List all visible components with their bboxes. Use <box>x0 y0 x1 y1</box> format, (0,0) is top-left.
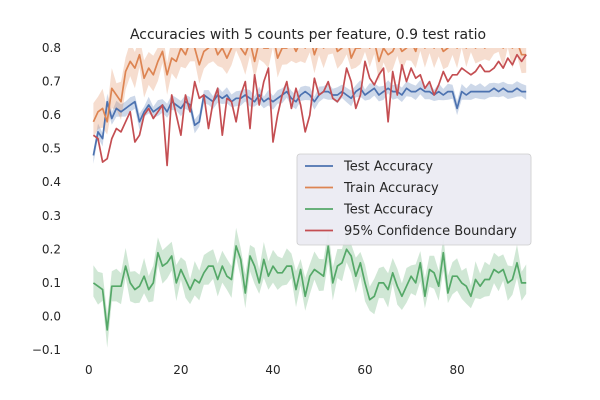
y-axis: −0.1 0.0 0.1 0.2 0.3 0.4 0.5 0.6 0.7 0.8 <box>32 41 61 357</box>
series-line-0 <box>92 87 527 156</box>
y-tick-label: 0.2 <box>42 242 61 256</box>
y-tick-label: 0.5 <box>42 142 61 156</box>
y-tick-label: −0.1 <box>32 343 61 357</box>
x-tick-label: 60 <box>357 363 372 377</box>
x-axis: 0 20 40 60 80 <box>85 363 465 377</box>
series-line-2 <box>92 245 527 331</box>
legend-label: 95% Confidence Boundary <box>344 224 517 239</box>
y-tick-label: 0.0 <box>42 309 61 323</box>
confidence-bands <box>93 48 527 348</box>
y-tick-label: 0.6 <box>42 108 61 122</box>
y-tick-label: 0.1 <box>42 276 61 290</box>
legend-frame <box>296 153 532 246</box>
confidence-band-0 <box>93 80 527 164</box>
confidence-band-1 <box>93 48 527 138</box>
legend-label: Test Accuracy <box>343 160 433 175</box>
legend-label: Train Accuracy <box>343 181 439 196</box>
plot-area <box>92 48 527 348</box>
y-tick-label: 0.7 <box>42 75 61 89</box>
confidence-band-2 <box>93 227 527 348</box>
x-tick-label: 40 <box>265 363 280 377</box>
y-tick-label: 0.4 <box>42 175 61 189</box>
legend: Test Accuracy Train Accuracy Test Accuracy… <box>296 153 532 246</box>
series-line-1 <box>92 48 527 123</box>
x-tick-label: 0 <box>85 363 93 377</box>
x-tick-label: 80 <box>449 363 464 377</box>
series-lines <box>92 48 527 331</box>
y-tick-label: 0.8 <box>42 41 61 55</box>
y-tick-label: 0.3 <box>42 209 61 223</box>
series-line-3 <box>92 53 527 167</box>
chart-title: Accuracies with 5 counts per feature, 0.… <box>130 27 486 43</box>
legend-label: Test Accuracy <box>343 203 433 218</box>
x-tick-label: 20 <box>173 363 188 377</box>
